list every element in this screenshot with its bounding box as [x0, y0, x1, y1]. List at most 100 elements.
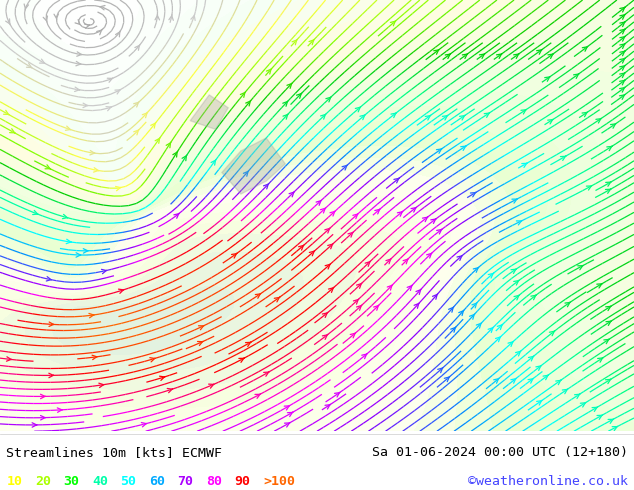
FancyArrowPatch shape: [460, 115, 465, 120]
FancyArrowPatch shape: [6, 357, 11, 361]
Text: 60: 60: [149, 475, 165, 488]
FancyArrowPatch shape: [620, 51, 625, 56]
FancyArrowPatch shape: [521, 109, 526, 114]
FancyArrowPatch shape: [106, 107, 112, 111]
FancyArrowPatch shape: [496, 53, 502, 58]
FancyArrowPatch shape: [45, 165, 51, 169]
FancyArrowPatch shape: [287, 412, 293, 416]
FancyArrowPatch shape: [522, 163, 527, 168]
FancyArrowPatch shape: [342, 165, 347, 170]
FancyArrowPatch shape: [245, 342, 251, 346]
FancyArrowPatch shape: [353, 214, 358, 219]
FancyArrowPatch shape: [596, 118, 602, 123]
FancyArrowPatch shape: [619, 65, 625, 71]
FancyArrowPatch shape: [529, 356, 534, 361]
FancyArrowPatch shape: [325, 228, 330, 233]
FancyArrowPatch shape: [89, 314, 94, 318]
FancyArrowPatch shape: [511, 378, 516, 383]
FancyArrowPatch shape: [620, 58, 625, 63]
FancyArrowPatch shape: [49, 373, 54, 378]
FancyArrowPatch shape: [115, 31, 120, 37]
FancyArrowPatch shape: [362, 354, 367, 359]
FancyArrowPatch shape: [348, 232, 353, 237]
FancyArrowPatch shape: [27, 63, 32, 68]
FancyArrowPatch shape: [198, 326, 204, 330]
FancyArrowPatch shape: [320, 208, 326, 213]
FancyArrowPatch shape: [373, 305, 379, 310]
FancyArrowPatch shape: [353, 299, 359, 304]
Text: 50: 50: [120, 475, 136, 488]
FancyArrowPatch shape: [578, 266, 583, 270]
FancyArrowPatch shape: [322, 334, 328, 340]
FancyArrowPatch shape: [151, 122, 156, 128]
FancyArrowPatch shape: [24, 4, 29, 10]
Text: 30: 30: [63, 475, 79, 488]
FancyArrowPatch shape: [461, 146, 466, 150]
FancyArrowPatch shape: [619, 95, 625, 99]
FancyArrowPatch shape: [46, 277, 51, 281]
FancyArrowPatch shape: [41, 394, 45, 399]
FancyArrowPatch shape: [445, 54, 451, 58]
FancyArrowPatch shape: [115, 90, 120, 94]
FancyArrowPatch shape: [355, 107, 361, 112]
FancyArrowPatch shape: [444, 376, 450, 382]
FancyArrowPatch shape: [240, 92, 245, 98]
FancyArrowPatch shape: [141, 422, 146, 427]
FancyArrowPatch shape: [612, 426, 618, 431]
FancyArrowPatch shape: [496, 337, 501, 342]
FancyArrowPatch shape: [174, 213, 179, 218]
FancyArrowPatch shape: [321, 114, 326, 119]
Text: >100: >100: [263, 475, 295, 488]
FancyArrowPatch shape: [550, 331, 555, 336]
Text: 40: 40: [92, 475, 108, 488]
FancyArrowPatch shape: [101, 270, 107, 274]
FancyArrowPatch shape: [77, 52, 82, 56]
FancyArrowPatch shape: [619, 73, 625, 77]
FancyArrowPatch shape: [289, 192, 294, 197]
FancyArrowPatch shape: [255, 394, 261, 398]
FancyArrowPatch shape: [350, 333, 356, 338]
FancyArrowPatch shape: [32, 423, 37, 427]
FancyArrowPatch shape: [191, 14, 195, 21]
FancyArrowPatch shape: [582, 112, 588, 117]
FancyArrowPatch shape: [75, 87, 80, 92]
FancyArrowPatch shape: [508, 342, 514, 346]
FancyArrowPatch shape: [285, 423, 290, 427]
FancyArrowPatch shape: [75, 20, 80, 25]
FancyArrowPatch shape: [297, 93, 302, 98]
FancyArrowPatch shape: [582, 47, 588, 51]
FancyArrowPatch shape: [83, 103, 88, 108]
FancyArrowPatch shape: [414, 303, 419, 308]
FancyArrowPatch shape: [76, 253, 81, 257]
FancyArrowPatch shape: [470, 314, 475, 319]
FancyArrowPatch shape: [43, 16, 48, 22]
FancyArrowPatch shape: [386, 259, 391, 264]
FancyArrowPatch shape: [211, 159, 216, 165]
FancyArrowPatch shape: [287, 83, 292, 88]
FancyArrowPatch shape: [284, 406, 290, 410]
FancyArrowPatch shape: [246, 100, 251, 106]
FancyArrowPatch shape: [565, 302, 571, 307]
FancyArrowPatch shape: [620, 29, 625, 34]
FancyArrowPatch shape: [605, 189, 611, 194]
FancyArrowPatch shape: [472, 302, 477, 308]
FancyArrowPatch shape: [488, 273, 494, 278]
FancyArrowPatch shape: [155, 138, 160, 143]
FancyArrowPatch shape: [134, 129, 139, 135]
FancyArrowPatch shape: [560, 156, 566, 160]
FancyArrowPatch shape: [182, 155, 187, 161]
FancyArrowPatch shape: [605, 379, 611, 384]
FancyArrowPatch shape: [605, 306, 611, 311]
FancyArrowPatch shape: [545, 76, 550, 81]
FancyArrowPatch shape: [325, 264, 330, 269]
FancyArrowPatch shape: [511, 269, 517, 273]
FancyArrowPatch shape: [309, 251, 314, 256]
FancyArrowPatch shape: [316, 200, 321, 205]
FancyArrowPatch shape: [598, 358, 603, 362]
FancyArrowPatch shape: [516, 220, 522, 225]
FancyArrowPatch shape: [394, 178, 399, 183]
FancyArrowPatch shape: [243, 171, 249, 176]
FancyArrowPatch shape: [597, 415, 602, 419]
FancyArrowPatch shape: [326, 97, 332, 102]
FancyArrowPatch shape: [62, 215, 68, 219]
